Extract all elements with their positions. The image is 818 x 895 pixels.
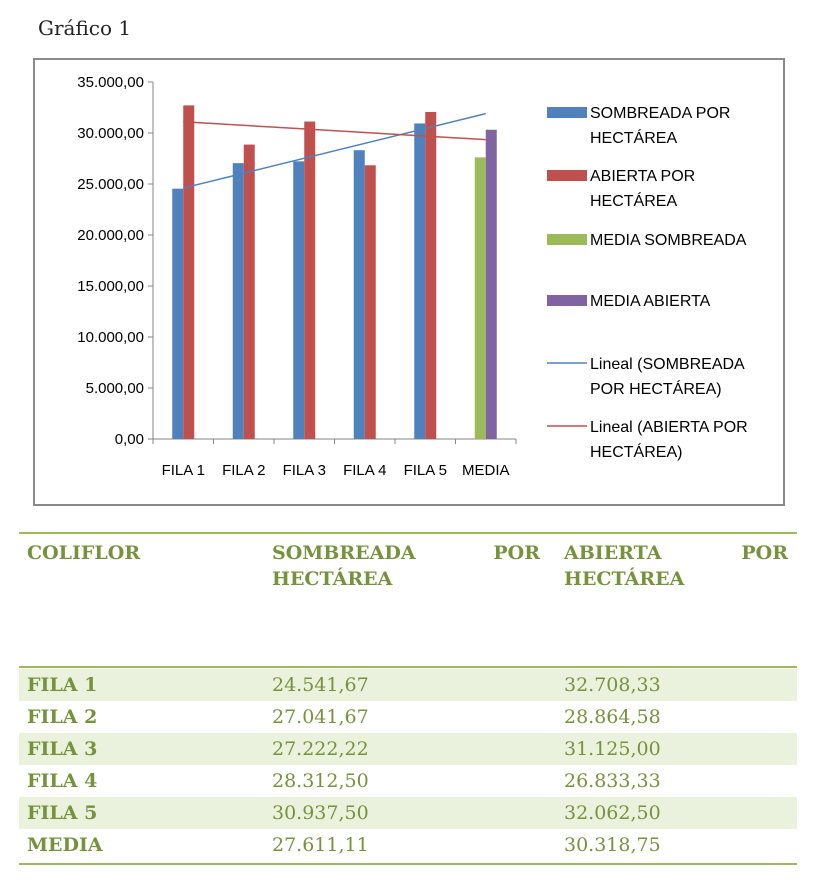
legend-label-5: HECTÁREA) (590, 442, 682, 461)
table-row: FILA 3 27.222,22 31.125,00 (19, 733, 797, 765)
legend-label-5: Lineal (ABIERTA POR (590, 419, 748, 436)
table-body: FILA 1 24.541,67 32.708,33 FILA 2 27.041… (19, 669, 797, 861)
row-label: FILA 3 (27, 738, 98, 760)
row-label: FILA 4 (27, 770, 98, 792)
bar-1-4 (425, 111, 437, 440)
y-tick-label: 15.000,00 (77, 278, 144, 295)
row-abierta: 28.864,58 (564, 706, 661, 728)
legend-label-1: HECTÁREA (590, 191, 677, 210)
row-sombreada: 28.312,50 (272, 770, 369, 792)
bar-0-4 (414, 123, 426, 439)
row-abierta: 31.125,00 (564, 738, 661, 760)
bar-0-2 (293, 161, 305, 439)
row-abierta: 30.318,75 (564, 834, 661, 856)
header-abierta: ABIERTA POR HECTÁREA (564, 540, 788, 592)
chart-frame: 0,00 5.000,00 10.000,00 15.000,00 20.000,00 2… (33, 58, 785, 506)
chart-caption: Gráfico 1 (38, 16, 132, 40)
y-tick-label: 30.000,00 (77, 125, 144, 142)
legend-swatch-3 (547, 295, 587, 306)
legend-swatch-0 (547, 107, 587, 118)
row-label: FILA 1 (27, 674, 98, 696)
bar-2-5 (474, 157, 486, 439)
header-sombreada: SOMBREADA POR HECTÁREA (272, 540, 540, 592)
x-tick-label: FILA 2 (222, 462, 265, 479)
header-abierta-word1: ABIERTA (564, 542, 662, 564)
row-abierta: 32.708,33 (564, 674, 661, 696)
legend-label-0: HECTÁREA (590, 128, 677, 147)
header-coliflor: COLIFLOR (27, 542, 141, 564)
table-bottom-rule (19, 863, 797, 865)
table-row: MEDIA 27.611,11 30.318,75 (19, 829, 797, 861)
y-tick-label: 10.000,00 (77, 329, 144, 346)
row-sombreada: 27.222,22 (272, 738, 369, 760)
row-label: FILA 2 (27, 706, 98, 728)
x-tick-label: FILA 3 (283, 462, 326, 479)
table-row: FILA 2 27.041,67 28.864,58 (19, 701, 797, 733)
y-tick-label: 0,00 (115, 431, 144, 448)
x-tick-label: MEDIA (462, 462, 510, 479)
table-row: FILA 4 28.312,50 26.833,33 (19, 765, 797, 797)
row-sombreada: 30.937,50 (272, 802, 369, 824)
bar-0-0 (172, 188, 184, 439)
x-tick-label: FILA 5 (404, 462, 447, 479)
legend-swatch-1 (547, 170, 587, 181)
table-header: COLIFLOR SOMBREADA POR HECTÁREA ABIERTA PO… (19, 540, 797, 664)
table-row: FILA 1 24.541,67 32.708,33 (19, 669, 797, 701)
legend-label-0: SOMBREADA POR (590, 105, 730, 122)
header-sombreada-line2: HECTÁREA (272, 568, 393, 590)
trendline-0 (183, 112, 486, 189)
bar-chart: 0,00 5.000,00 10.000,00 15.000,00 20.000,00 2… (77, 74, 748, 479)
row-abierta: 26.833,33 (564, 770, 661, 792)
x-tick-label: FILA 1 (162, 462, 205, 479)
bar-0-3 (353, 150, 365, 439)
row-sombreada: 27.041,67 (272, 706, 369, 728)
row-sombreada: 27.611,11 (272, 834, 369, 856)
bar-1-2 (304, 121, 316, 440)
table-header-rule (19, 666, 797, 668)
x-tick-label: FILA 4 (343, 462, 386, 479)
header-sombreada-word1: SOMBREADA (272, 542, 416, 564)
legend-label-3: MEDIA ABIERTA (590, 293, 711, 310)
bar-3-5 (485, 129, 497, 439)
legend-label-1: ABIERTA POR (590, 168, 695, 185)
bar-1-1 (243, 144, 255, 439)
row-abierta: 32.062,50 (564, 802, 661, 824)
bar-1-3 (364, 165, 376, 439)
trendline-1 (183, 121, 486, 141)
table-row: FILA 5 30.937,50 32.062,50 (19, 797, 797, 829)
row-label: FILA 5 (27, 802, 98, 824)
row-label: MEDIA (27, 834, 103, 856)
header-abierta-word2: POR (741, 542, 788, 564)
y-tick-label: 35.000,00 (77, 74, 144, 91)
header-abierta-line2: HECTÁREA (564, 568, 685, 590)
y-tick-label: 25.000,00 (77, 176, 144, 193)
header-sombreada-word2: POR (493, 542, 540, 564)
legend-label-2: MEDIA SOMBREADA (590, 232, 747, 249)
legend-swatch-2 (547, 234, 587, 245)
bar-1-0 (183, 105, 195, 439)
y-tick-label: 20.000,00 (77, 227, 144, 244)
y-tick-label: 5.000,00 (86, 380, 144, 397)
table-top-rule (19, 532, 797, 534)
bar-0-1 (232, 163, 244, 439)
legend-label-4: POR HECTÁREA) (590, 379, 722, 398)
legend-label-4: Lineal (SOMBREADA (590, 356, 745, 373)
row-sombreada: 24.541,67 (272, 674, 369, 696)
